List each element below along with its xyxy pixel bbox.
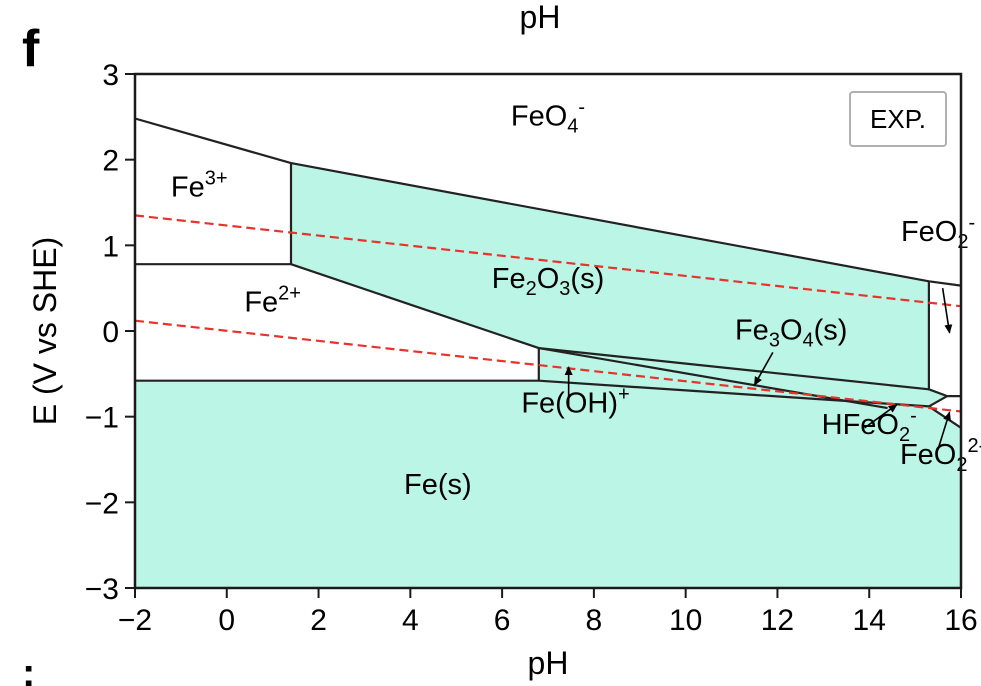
- x-tick-label: 14: [853, 604, 886, 637]
- label-feo4: FeO4-: [511, 96, 585, 137]
- x-tick-label: 0: [218, 604, 235, 637]
- label-arrow: [864, 404, 898, 429]
- oxygen-stability-line: [134, 214, 962, 308]
- exp-badge-label: EXP.: [870, 104, 926, 134]
- region-fe-s-: [135, 380, 961, 588]
- label-fe2o3: Fe2O3(s): [492, 263, 604, 300]
- y-tick-label: −2: [85, 487, 119, 520]
- y-axis-title: E (V vs SHE): [27, 237, 63, 425]
- x-tick-label: −2: [118, 604, 152, 637]
- y-tick-label: 3: [102, 59, 119, 92]
- x-tick-label: 4: [402, 604, 419, 637]
- y-tick-label: 0: [102, 316, 119, 349]
- label-arrow: [941, 288, 953, 334]
- label-feo2: FeO2-: [901, 212, 975, 253]
- exp-badge: EXP.: [849, 91, 947, 147]
- phase-boundary-line: [134, 117, 962, 287]
- label-fes: Fe(s): [404, 469, 472, 501]
- label-feo2_2: FeO22-: [900, 435, 981, 476]
- x-axis-ticks: −2 0 2 4 6 8 10 12 14 16: [118, 588, 978, 637]
- x-tick-label: 10: [669, 604, 702, 637]
- panel-letter: f: [22, 20, 40, 78]
- label-arrows: [564, 288, 953, 450]
- region-fe3o4-s-: [538, 348, 948, 407]
- y-tick-label: −3: [85, 573, 119, 606]
- water-stability-lines: [134, 214, 962, 413]
- label-fe3: Fe3+: [171, 168, 228, 204]
- phase-boundary-line: [538, 347, 888, 410]
- label-fe3o4: Fe3O4(s): [735, 315, 847, 352]
- x-tick-label: 6: [494, 604, 511, 637]
- y-tick-label: 1: [102, 230, 119, 263]
- y-tick-label: −1: [85, 402, 119, 435]
- region-fe2o3-s-: [291, 163, 929, 390]
- label-hfeo2: HFeO2-: [822, 405, 917, 446]
- x-axis-title: pH: [528, 645, 569, 681]
- x-tick-label: 12: [761, 604, 794, 637]
- region-labels: FeO4- Fe3+ Fe2+ Fe2O3(s) Fe3O4(s) Fe(OH)+ FeO2…: [171, 96, 981, 500]
- y-tick-label: 2: [102, 145, 119, 178]
- hydrogen-stability-line: [134, 319, 962, 413]
- label-arrow: [937, 411, 951, 450]
- y-axis-ticks: 3 2 1 0 −1 −2 −3: [85, 59, 135, 606]
- label-arrow: [753, 352, 774, 386]
- x-tick-label: 8: [586, 604, 603, 637]
- x-tick-label: 16: [944, 604, 977, 637]
- x-tick-label: 2: [310, 604, 327, 637]
- solid-phase-regions: [135, 163, 961, 588]
- exp-badge-frame: [849, 91, 947, 147]
- top-title: pH: [520, 0, 561, 35]
- label-fe2: Fe2+: [244, 282, 301, 318]
- bottom-marker: :: [22, 651, 35, 686]
- phase-boundary-line: [927, 281, 961, 398]
- label-feoh: Fe(OH)+: [521, 383, 629, 419]
- phase-boundary-line: [928, 395, 948, 408]
- phase-boundary-line: [135, 263, 930, 391]
